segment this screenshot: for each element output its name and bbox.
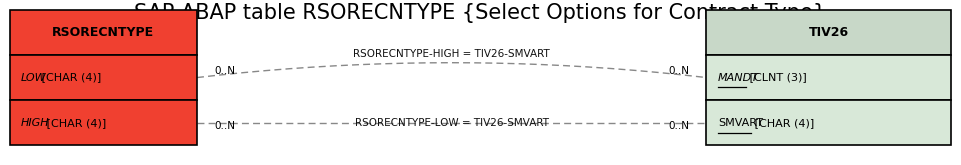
Text: LOW: LOW bbox=[21, 73, 47, 82]
Bar bbox=[706, 55, 951, 100]
Bar bbox=[10, 55, 197, 100]
Text: SAP ABAP table RSORECNTYPE {Select Options for Contract Type}: SAP ABAP table RSORECNTYPE {Select Optio… bbox=[135, 3, 826, 23]
Text: 0..N: 0..N bbox=[214, 121, 235, 131]
Text: 0..N: 0..N bbox=[668, 121, 689, 131]
Bar bbox=[706, 100, 951, 145]
Text: HIGH: HIGH bbox=[21, 118, 50, 128]
Bar bbox=[10, 100, 197, 145]
Text: 0..N: 0..N bbox=[214, 66, 235, 76]
Text: [CHAR (4)]: [CHAR (4)] bbox=[43, 118, 107, 128]
Text: [CLNT (3)]: [CLNT (3)] bbox=[746, 73, 806, 82]
Text: [CHAR (4)]: [CHAR (4)] bbox=[37, 73, 101, 82]
Text: TIV26: TIV26 bbox=[809, 26, 849, 39]
Text: 0..N: 0..N bbox=[668, 66, 689, 76]
Text: MANDT: MANDT bbox=[718, 73, 759, 82]
Text: RSORECNTYPE-LOW = TIV26-SMVART: RSORECNTYPE-LOW = TIV26-SMVART bbox=[355, 118, 549, 128]
Text: RSORECNTYPE-HIGH = TIV26-SMVART: RSORECNTYPE-HIGH = TIV26-SMVART bbox=[354, 50, 550, 59]
Bar bbox=[10, 10, 197, 55]
Text: [CHAR (4)]: [CHAR (4)] bbox=[752, 118, 815, 128]
Bar bbox=[706, 10, 951, 55]
Text: RSORECNTYPE: RSORECNTYPE bbox=[52, 26, 155, 39]
Text: SMVART: SMVART bbox=[718, 118, 763, 128]
